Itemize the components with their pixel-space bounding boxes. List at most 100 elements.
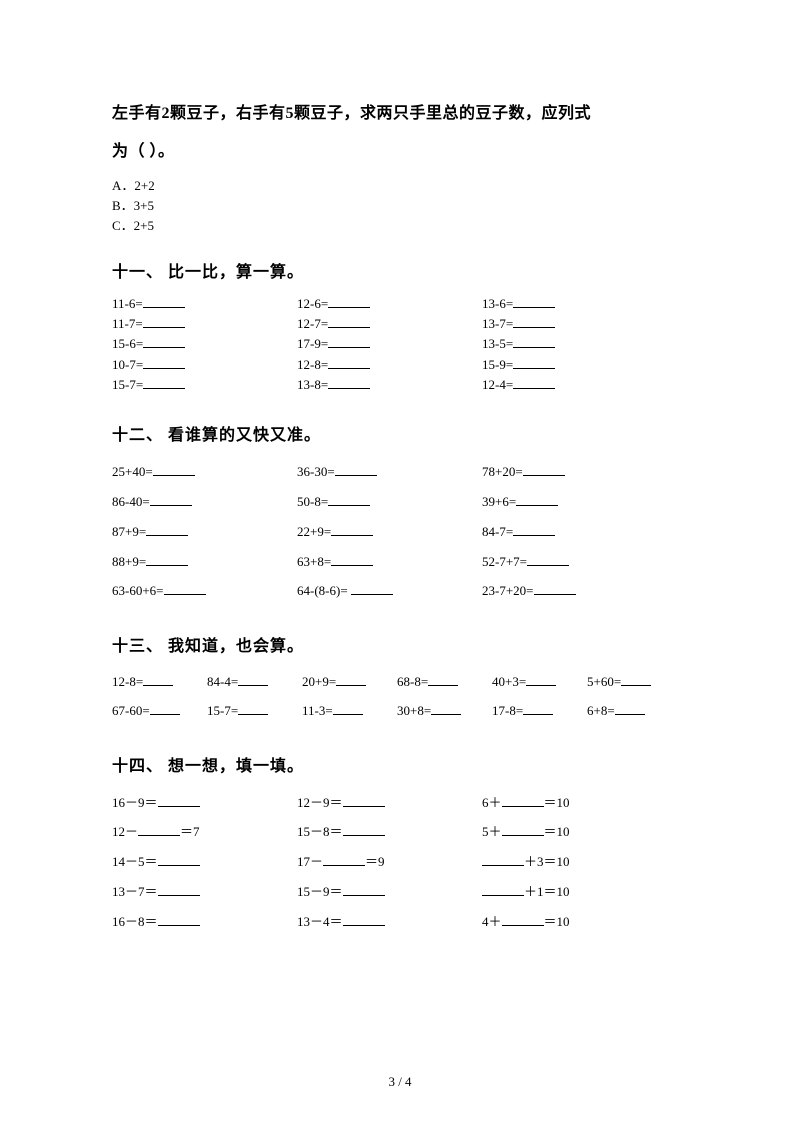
answer-blank[interactable] (143, 335, 185, 348)
answer-blank[interactable] (523, 463, 565, 476)
equation-cell: 36-30= (297, 457, 482, 487)
answer-blank[interactable] (343, 793, 385, 806)
answer-blank[interactable] (158, 793, 200, 806)
equation-text: 5＋ (482, 824, 502, 839)
answer-blank[interactable] (523, 702, 553, 715)
answer-blank[interactable] (615, 702, 645, 715)
equation-text: 15－9＝ (297, 884, 343, 899)
answer-blank[interactable] (143, 355, 185, 368)
answer-blank[interactable] (143, 295, 185, 308)
equation-cell: 25+40= (112, 457, 297, 487)
equation-cell: 39+6= (482, 487, 667, 517)
answer-blank[interactable] (146, 552, 188, 565)
answer-blank[interactable] (502, 913, 544, 926)
answer-blank[interactable] (336, 673, 366, 686)
equation-cell: 13－7＝ (112, 877, 297, 907)
answer-blank[interactable] (513, 522, 555, 535)
equation-text: ＝7 (180, 824, 200, 839)
equation-cell: 14－5＝ (112, 847, 297, 877)
answer-blank[interactable] (158, 883, 200, 896)
equation-text: 14－5＝ (112, 854, 158, 869)
answer-blank[interactable] (621, 673, 651, 686)
equation-cell: 12-6= (297, 294, 482, 314)
answer-blank[interactable] (143, 375, 185, 388)
equation-cell: 17－＝9 (297, 847, 482, 877)
answer-blank[interactable] (513, 315, 555, 328)
answer-blank[interactable] (343, 823, 385, 836)
answer-blank[interactable] (328, 492, 370, 505)
section-13-title: 十三、 我知道，也会算。 (112, 632, 688, 656)
answer-blank[interactable] (158, 913, 200, 926)
equation-text: 52-7+7= (482, 554, 527, 569)
equation-cell: 12-8= (112, 668, 207, 697)
answer-blank[interactable] (328, 335, 370, 348)
equation-cell: 5+60= (587, 668, 682, 697)
equation-text: 25+40= (112, 464, 153, 479)
word-problem-line1: 左手有2颗豆子，右手有5颗豆子，求两只手里总的豆子数，应列式 (112, 95, 688, 133)
equation-text: 78+20= (482, 464, 523, 479)
section-12-title: 十二、 看谁算的又快又准。 (112, 421, 688, 445)
equation-text: 23-7+20= (482, 583, 534, 598)
answer-blank[interactable] (331, 522, 373, 535)
equation-text: 12-4= (482, 377, 513, 392)
answer-blank[interactable] (502, 823, 544, 836)
equation-text: 84-4= (207, 674, 238, 689)
answer-blank[interactable] (428, 673, 458, 686)
option-a: A．2+2 (112, 176, 688, 196)
word-problem-line2: 为（ ）。 (112, 133, 688, 171)
equation-text: 6＋ (482, 795, 502, 810)
equation-cell: 16－8＝ (112, 907, 297, 937)
answer-blank[interactable] (335, 463, 377, 476)
answer-blank[interactable] (513, 295, 555, 308)
answer-blank[interactable] (331, 552, 373, 565)
answer-blank[interactable] (153, 463, 195, 476)
answer-blank[interactable] (238, 702, 268, 715)
equation-text: 12－ (112, 824, 138, 839)
answer-blank[interactable] (527, 552, 569, 565)
answer-blank[interactable] (513, 355, 555, 368)
answer-blank[interactable] (343, 913, 385, 926)
equation-cell: 10-7= (112, 355, 297, 375)
answer-blank[interactable] (343, 883, 385, 896)
answer-blank[interactable] (143, 315, 185, 328)
answer-blank[interactable] (323, 853, 365, 866)
equation-cell: 6＋＝10 (482, 788, 667, 818)
answer-blank[interactable] (513, 375, 555, 388)
answer-blank[interactable] (333, 702, 363, 715)
equation-text: 63+8= (297, 554, 331, 569)
equation-text: 68-8= (397, 674, 428, 689)
equation-cell: 13－4＝ (297, 907, 482, 937)
equation-cell: 63-60+6= (112, 576, 297, 606)
answer-blank[interactable] (328, 375, 370, 388)
answer-blank[interactable] (164, 582, 206, 595)
answer-blank[interactable] (482, 853, 524, 866)
answer-blank[interactable] (150, 702, 180, 715)
equation-cell: 23-7+20= (482, 576, 667, 606)
answer-blank[interactable] (138, 823, 180, 836)
equation-text: 36-30= (297, 464, 335, 479)
answer-blank[interactable] (328, 295, 370, 308)
equation-text: 11-6= (112, 296, 143, 311)
equation-cell: 11-3= (302, 697, 397, 726)
equation-text: 88+9= (112, 554, 146, 569)
answer-blank[interactable] (146, 522, 188, 535)
equation-text: 11-7= (112, 316, 143, 331)
equation-cell: 52-7+7= (482, 547, 667, 577)
answer-blank[interactable] (143, 673, 173, 686)
answer-blank[interactable] (328, 355, 370, 368)
answer-blank[interactable] (534, 582, 576, 595)
equation-text: 30+8= (397, 703, 431, 718)
answer-blank[interactable] (526, 673, 556, 686)
answer-blank[interactable] (238, 673, 268, 686)
answer-blank[interactable] (431, 702, 461, 715)
answer-blank[interactable] (158, 853, 200, 866)
answer-blank[interactable] (482, 883, 524, 896)
equation-cell: 68-8= (397, 668, 492, 697)
answer-blank[interactable] (150, 492, 192, 505)
answer-blank[interactable] (513, 335, 555, 348)
answer-blank[interactable] (516, 492, 558, 505)
answer-blank[interactable] (351, 582, 393, 595)
answer-blank[interactable] (502, 793, 544, 806)
answer-blank[interactable] (328, 315, 370, 328)
equation-cell: 17-8= (492, 697, 587, 726)
